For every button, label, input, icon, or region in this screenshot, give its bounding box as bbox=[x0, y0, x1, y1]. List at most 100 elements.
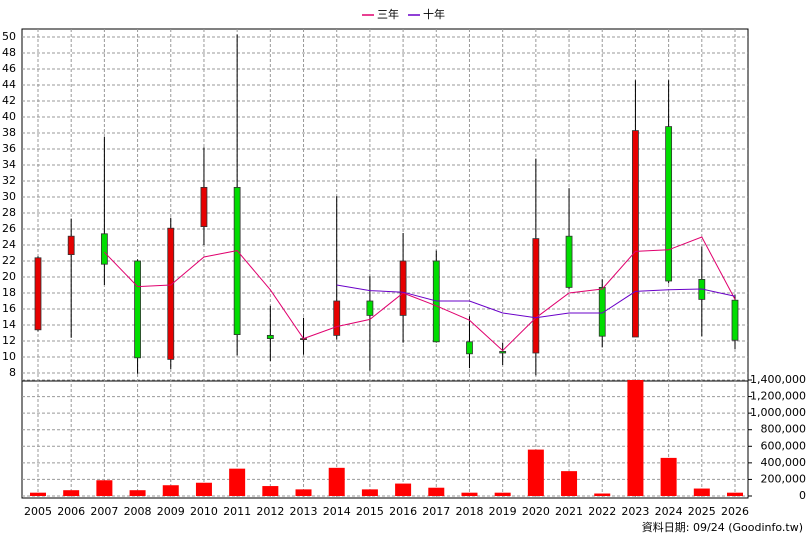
y-tick-label: 48 bbox=[2, 46, 16, 59]
volume-bar bbox=[295, 489, 312, 496]
x-tick-label: 2020 bbox=[522, 505, 550, 518]
y-tick-label: 18 bbox=[2, 286, 16, 299]
volume-bar bbox=[494, 492, 511, 496]
x-tick-label: 2012 bbox=[256, 505, 284, 518]
x-tick-label: 2023 bbox=[621, 505, 649, 518]
volume-bar bbox=[395, 483, 412, 496]
x-tick-label: 2015 bbox=[356, 505, 384, 518]
candle-body bbox=[167, 227, 175, 360]
volume-bar bbox=[527, 449, 544, 496]
y-tick-label: 16 bbox=[2, 302, 16, 315]
volume-bar bbox=[96, 480, 113, 496]
volume-bar bbox=[693, 488, 710, 496]
y-tick-label: 30 bbox=[2, 190, 16, 203]
y-tick-label: 40 bbox=[2, 110, 16, 123]
y2-tick-label: 1,400,000 bbox=[750, 373, 806, 386]
candle-body bbox=[333, 300, 341, 336]
legend-label: 十年 bbox=[423, 7, 445, 21]
x-tick-label: 2007 bbox=[90, 505, 118, 518]
candle-body bbox=[632, 130, 639, 338]
candle-body bbox=[200, 186, 208, 227]
x-tick-label: 2024 bbox=[655, 505, 683, 518]
x-tick-label: 2010 bbox=[190, 505, 218, 518]
x-tick-label: 2026 bbox=[721, 505, 749, 518]
y-tick-label: 46 bbox=[2, 62, 16, 75]
volume-bar bbox=[195, 482, 212, 496]
y-tick-label: 42 bbox=[2, 94, 16, 107]
candle-body bbox=[134, 260, 141, 359]
volume-bar bbox=[561, 471, 578, 496]
moving-average-line bbox=[104, 236, 736, 352]
source-note: 資料日期: 09/24 (Goodinfo.tw) bbox=[642, 520, 803, 534]
candle-body bbox=[665, 126, 673, 282]
candle-body bbox=[598, 286, 606, 337]
candle-body bbox=[499, 350, 507, 354]
x-tick-label: 2005 bbox=[24, 505, 52, 518]
x-tick-label: 2009 bbox=[157, 505, 185, 518]
y-tick-label: 10 bbox=[2, 350, 16, 363]
x-tick-label: 2008 bbox=[124, 505, 152, 518]
x-tick-label: 2019 bbox=[489, 505, 517, 518]
candle-body bbox=[34, 257, 42, 331]
moving-average-line bbox=[336, 284, 736, 319]
candle-body bbox=[565, 235, 573, 288]
y-tick-label: 44 bbox=[2, 78, 16, 91]
y2-tick-label: 1,200,000 bbox=[750, 390, 806, 403]
candle-body bbox=[366, 300, 374, 316]
volume-bar bbox=[727, 492, 743, 496]
plot-frame bbox=[21, 28, 749, 499]
x-tick-label: 2018 bbox=[455, 505, 483, 518]
y-tick-label: 38 bbox=[2, 126, 16, 139]
candle-body bbox=[532, 238, 540, 354]
x-tick-label: 2021 bbox=[555, 505, 583, 518]
y2-tick-label: 600,000 bbox=[761, 439, 807, 452]
candle-body bbox=[399, 260, 407, 316]
y-tick-label: 20 bbox=[2, 270, 16, 283]
volume-bar bbox=[627, 380, 644, 496]
y-tick-label: 34 bbox=[2, 158, 16, 171]
volume-bar bbox=[328, 467, 345, 496]
x-tick-label: 2011 bbox=[223, 505, 251, 518]
candle-body bbox=[466, 341, 473, 355]
y-tick-label: 50 bbox=[2, 30, 16, 43]
candle-body bbox=[100, 233, 108, 265]
y-tick-label: 14 bbox=[2, 318, 16, 331]
y-tick-label: 12 bbox=[2, 334, 16, 347]
volume-bar bbox=[428, 487, 445, 496]
y2-tick-label: 400,000 bbox=[761, 456, 807, 469]
y2-tick-label: 1,000,000 bbox=[750, 406, 806, 419]
y-tick-label: 26 bbox=[2, 222, 16, 235]
candle-body bbox=[67, 235, 75, 255]
x-tick-label: 2022 bbox=[588, 505, 616, 518]
volume-bar bbox=[129, 490, 146, 496]
y-tick-label: 32 bbox=[2, 174, 16, 187]
x-tick-label: 2006 bbox=[57, 505, 85, 518]
volume-bar bbox=[594, 493, 611, 496]
candle-body bbox=[731, 299, 739, 341]
y-tick-label: 36 bbox=[2, 142, 16, 155]
volume-bar bbox=[660, 457, 677, 496]
volume-bar bbox=[361, 489, 378, 496]
y2-tick-label: 800,000 bbox=[761, 423, 807, 436]
volume-bar bbox=[63, 490, 80, 496]
y-tick-label: 22 bbox=[2, 254, 16, 267]
legend-label: 三年 bbox=[377, 7, 399, 21]
x-tick-label: 2016 bbox=[389, 505, 417, 518]
candle-body bbox=[233, 186, 241, 335]
y-tick-label: 8 bbox=[9, 366, 16, 379]
volume-bar bbox=[262, 486, 279, 496]
volume-bar bbox=[461, 492, 478, 496]
x-tick-label: 2025 bbox=[688, 505, 716, 518]
y2-tick-label: 0 bbox=[799, 489, 806, 502]
volume-bar bbox=[30, 492, 46, 496]
y-tick-label: 28 bbox=[2, 206, 16, 219]
x-tick-label: 2014 bbox=[323, 505, 351, 518]
volume-bar bbox=[229, 468, 246, 496]
volume-bar bbox=[162, 485, 179, 496]
y-tick-label: 24 bbox=[2, 238, 16, 251]
candle-body bbox=[266, 334, 274, 339]
x-tick-label: 2017 bbox=[422, 505, 450, 518]
y2-tick-label: 200,000 bbox=[761, 472, 807, 485]
x-tick-label: 2013 bbox=[290, 505, 318, 518]
